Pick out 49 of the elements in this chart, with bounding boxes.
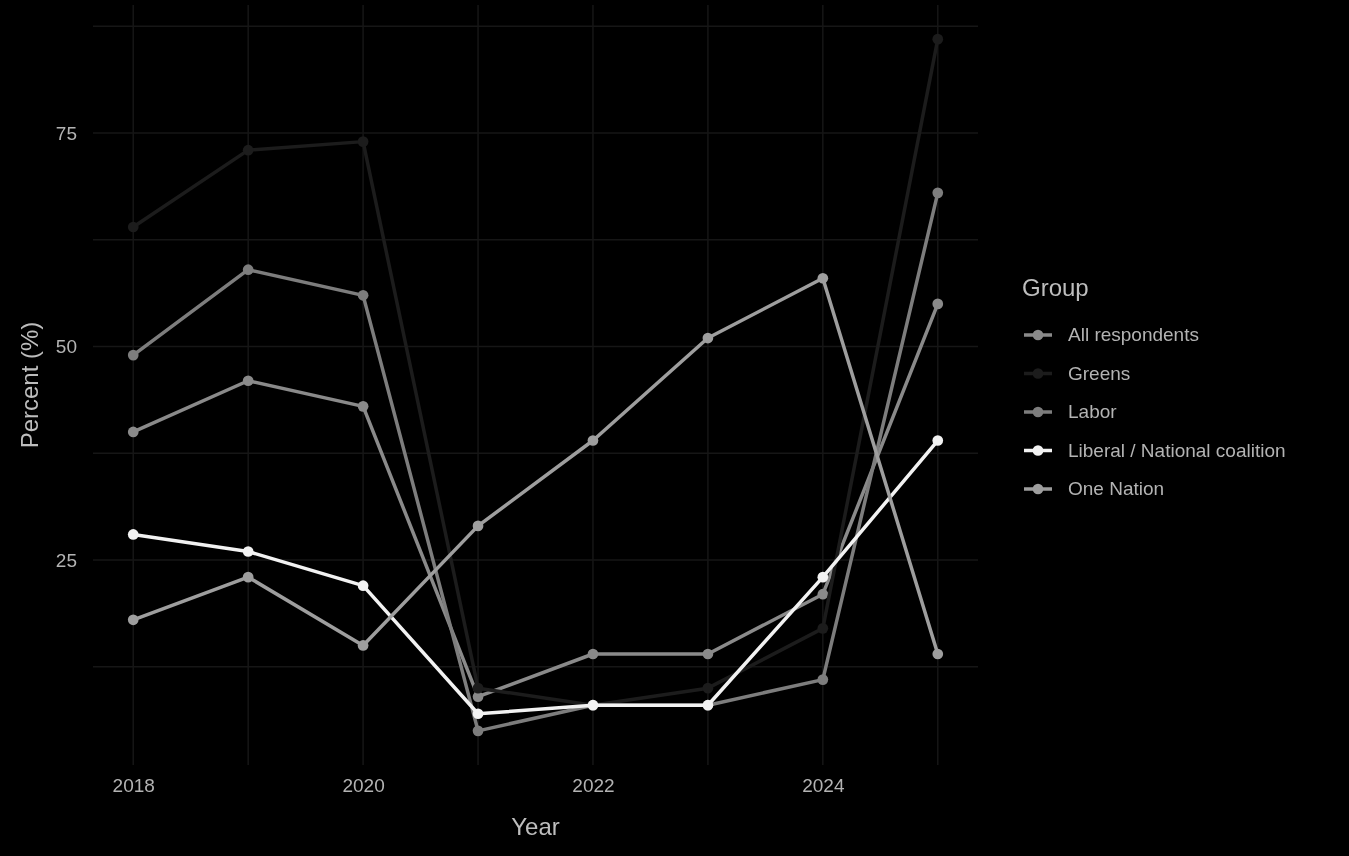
y-tick-label: 25 bbox=[55, 549, 77, 571]
point bbox=[932, 435, 944, 446]
point bbox=[587, 648, 599, 660]
point bbox=[242, 144, 254, 156]
point bbox=[242, 571, 254, 583]
point bbox=[702, 648, 714, 660]
x-axis-title: Year bbox=[511, 813, 560, 840]
point bbox=[357, 290, 369, 301]
point bbox=[242, 264, 254, 276]
legend-label: All respondents bbox=[1068, 324, 1199, 345]
point bbox=[932, 298, 944, 310]
point bbox=[127, 349, 139, 361]
point bbox=[817, 272, 829, 284]
legend-label: Labor bbox=[1068, 401, 1118, 422]
point bbox=[472, 708, 484, 720]
point bbox=[587, 435, 599, 446]
point bbox=[817, 588, 829, 600]
point bbox=[357, 401, 369, 412]
legend-label: One Nation bbox=[1068, 478, 1165, 499]
x-tick-label: 2022 bbox=[572, 775, 615, 797]
point bbox=[817, 674, 829, 685]
x-tick-label: 2020 bbox=[342, 775, 385, 797]
point bbox=[817, 571, 829, 583]
legend-label: Liberal / National coalition bbox=[1068, 439, 1286, 461]
point bbox=[357, 136, 369, 147]
point bbox=[472, 520, 484, 532]
point bbox=[242, 375, 254, 387]
point bbox=[357, 640, 369, 651]
point bbox=[357, 580, 369, 592]
point bbox=[127, 426, 139, 438]
point bbox=[702, 682, 714, 694]
point bbox=[127, 221, 139, 233]
x-tick-label: 2018 bbox=[112, 775, 155, 797]
point bbox=[932, 187, 944, 199]
point bbox=[472, 725, 484, 737]
x-tick-label: 2024 bbox=[802, 775, 845, 797]
point bbox=[472, 682, 484, 694]
y-axis-title: Percent (%) bbox=[16, 321, 43, 449]
point bbox=[127, 529, 139, 540]
legend-title: Group bbox=[1022, 274, 1089, 301]
point bbox=[932, 33, 944, 45]
point bbox=[702, 332, 714, 344]
y-tick-label: 75 bbox=[55, 122, 77, 144]
point bbox=[242, 546, 254, 557]
y-tick-label: 50 bbox=[55, 336, 77, 358]
point bbox=[817, 623, 829, 634]
point bbox=[127, 614, 139, 626]
legend-label: Greens bbox=[1068, 362, 1131, 384]
point bbox=[932, 648, 944, 660]
